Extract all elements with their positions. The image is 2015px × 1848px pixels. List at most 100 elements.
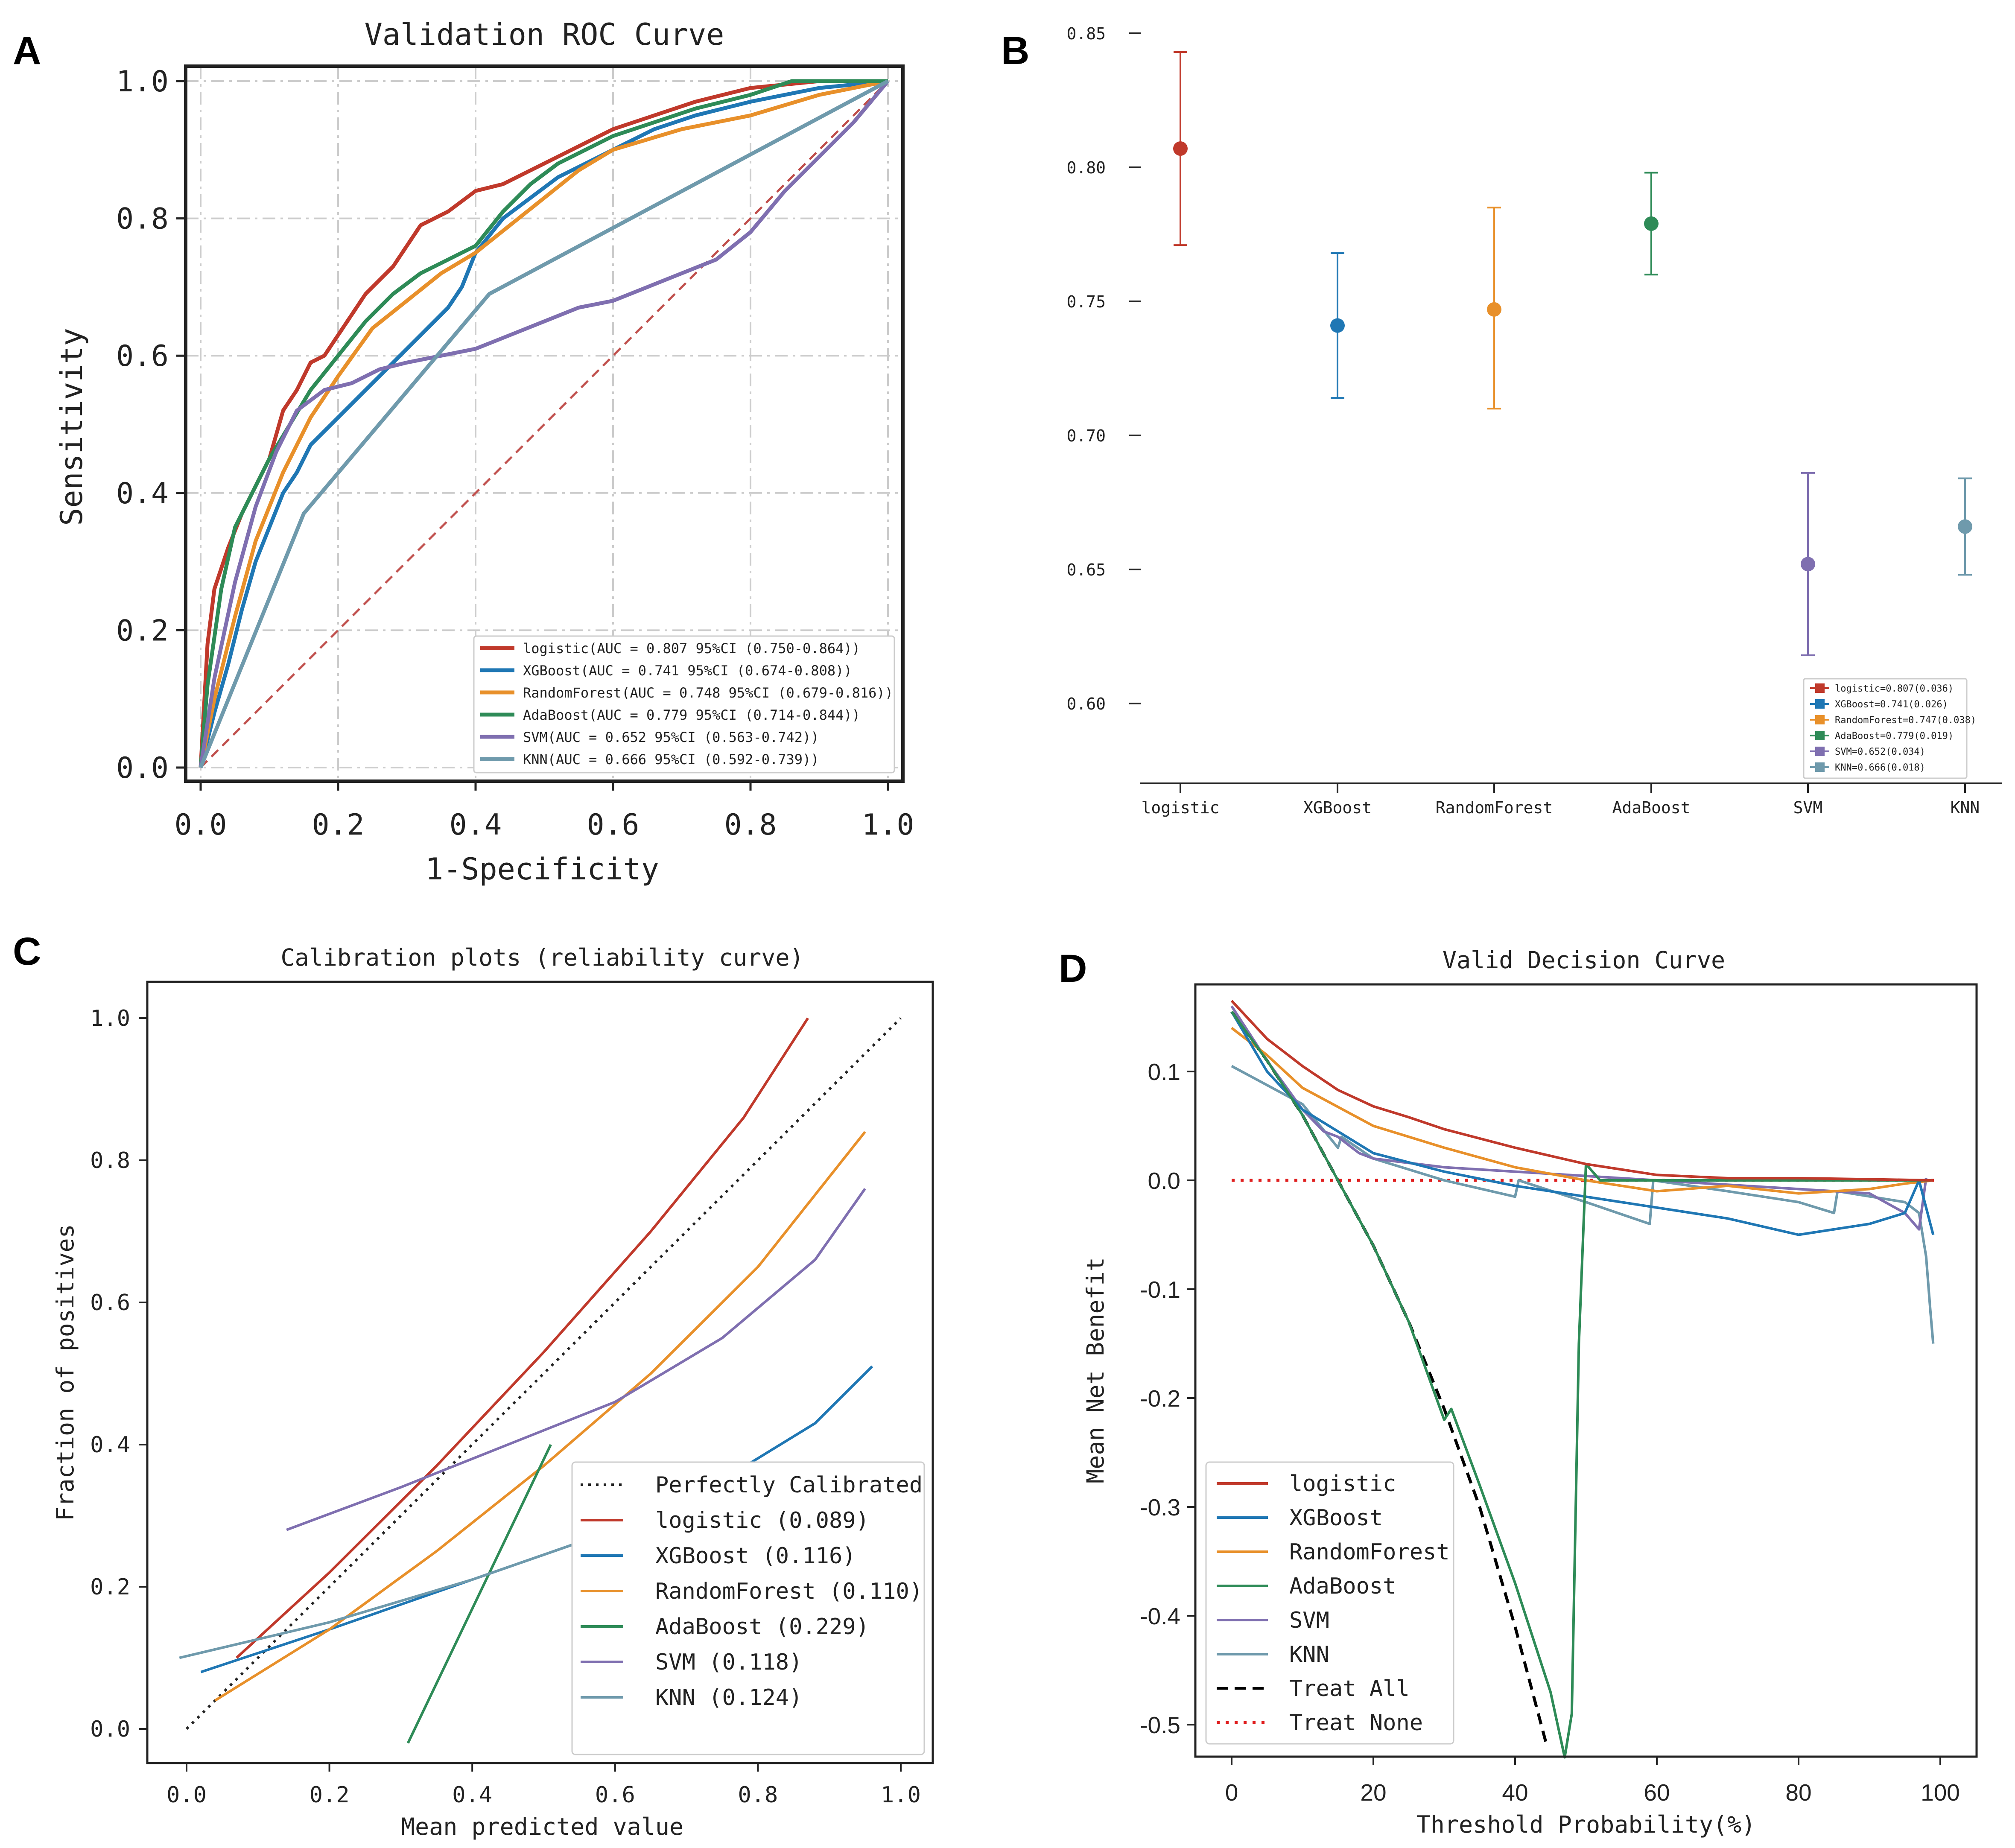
calibration-x-tick-label: 0.0: [166, 1782, 207, 1808]
decision-y-tick-label: -0.2: [1140, 1385, 1180, 1412]
auc-legend-swatch-randomforest: [1815, 715, 1825, 724]
auc-legend: logistic=0.807(0.036) XGBoost=0.741(0.026…: [1803, 678, 1976, 779]
roc-x-tick-label: 0.2: [312, 808, 365, 842]
auc-point-svm: [1801, 557, 1815, 572]
calibration-y-tick-label: 1.0: [90, 1006, 130, 1031]
calibration-chart: Calibration plots (reliability curve) 0.…: [52, 944, 934, 1840]
decision-title: Valid Decision Curve: [1443, 946, 1725, 974]
roc-legend-label-svm: SVM(AUC = 0.652 95%CI (0.563-0.742)): [523, 729, 819, 745]
decision-line-knn: [1231, 1065, 1935, 1344]
calibration-x-axis-label: Mean predicted value: [401, 1813, 683, 1840]
calibration-y-axis-label: Fraction of positives: [52, 1224, 79, 1521]
auc-legend-box: [1803, 678, 1968, 779]
roc-legend-label-randomforest: RandomForest(AUC = 0.748 95%CI (0.679-0.…: [523, 685, 893, 701]
calibration-plot-frame: [146, 981, 934, 1764]
calibration-legend-label-randomforest: RandomForest (0.110): [655, 1579, 923, 1604]
auc-x-tick-labels: logistic XGBoost RandomForest AdaBoost SVM KN…: [1141, 783, 1980, 817]
auc-legend-swatch-xgboost: [1815, 699, 1825, 709]
roc-line-randomforest: [199, 79, 888, 768]
decision-y-axis-label: Mean Net Benefit: [1082, 1257, 1109, 1483]
decision-line-svm: [1230, 1005, 1927, 1231]
calibration-x-tick-label: 0.4: [452, 1782, 492, 1808]
roc-title: Validation ROC Curve: [365, 17, 724, 52]
calibration-line-svm: [286, 1188, 866, 1531]
roc-x-ticks: 0.0 0.2 0.4 0.6 0.8 1.0: [175, 781, 914, 842]
decision-y-tick-label: 0.1: [1148, 1059, 1180, 1085]
calibration-x-tick-label: 0.6: [595, 1782, 635, 1808]
decision-x-tick-label: 20: [1360, 1779, 1386, 1806]
decision-legend-label-randomforest: RandomForest: [1289, 1539, 1450, 1565]
panel-label-b: B: [1001, 29, 1029, 73]
calibration-legend-label-xgboost: XGBoost (0.116): [655, 1543, 856, 1569]
decision-x-tick-label: 80: [1785, 1779, 1811, 1806]
decision-line-adaboost: [1230, 1011, 1933, 1759]
auc-y-tick-label: 0.85: [1066, 24, 1106, 43]
decision-x-ticks: 0 20 40 60 80 100: [1225, 1757, 1960, 1806]
decision-y-tick-label: -0.1: [1140, 1276, 1180, 1303]
roc-y-tick-label: 0.6: [116, 339, 169, 373]
roc-y-tick-label: 0.8: [116, 202, 169, 236]
calibration-legend-label-adaboost: AdaBoost (0.229): [655, 1614, 869, 1640]
auc-x-tick-label-logistic: logistic: [1141, 798, 1219, 817]
roc-y-tick-label: 1.0: [116, 65, 169, 99]
auc-points-group: [1173, 51, 1972, 656]
roc-x-tick-label: 0.8: [724, 808, 777, 842]
auc-legend-label-logistic: logistic=0.807(0.036): [1835, 683, 1954, 694]
decision-legend-box: [1205, 1461, 1454, 1745]
calibration-y-tick-label: 0.0: [90, 1717, 130, 1742]
calibration-legend-entries: Perfectly Calibrated logistic (0.089) XGBo…: [581, 1472, 923, 1711]
calibration-line-randomforest: [214, 1131, 866, 1702]
calibration-title: Calibration plots (reliability curve): [280, 944, 803, 971]
roc-legend-box: [473, 635, 895, 774]
calibration-line-logistic: [236, 1017, 809, 1659]
calibration-legend-label-svm: SVM (0.118): [655, 1649, 802, 1675]
auc-errorbar-chart: 0.60 0.65 0.70 0.75 0.80 0.85 logistic XGBoost…: [1066, 24, 2002, 817]
auc-y-tick-label: 0.65: [1066, 561, 1106, 579]
decision-y-tick-label: -0.5: [1140, 1712, 1180, 1738]
decision-legend-label-treat-all: Treat All: [1289, 1676, 1410, 1702]
roc-legend-label-adaboost: AdaBoost(AUC = 0.779 95%CI (0.714-0.844)…: [523, 707, 860, 723]
roc-line-svm: [199, 80, 890, 768]
auc-x-tick-label-randomforest: RandomForest: [1436, 798, 1553, 817]
calibration-legend-label-knn: KNN (0.124): [655, 1685, 802, 1711]
calibration-y-tick-label: 0.2: [90, 1574, 130, 1600]
roc-legend: logistic(AUC = 0.807 95%CI (0.750-0.864)…: [473, 635, 895, 774]
auc-y-ticks: 0.60 0.65 0.70 0.75 0.80 0.85: [1066, 24, 1141, 713]
roc-chart: Validation ROC Curve 0.0 0.2 0.4 0.6 0.8 1.0 …: [54, 17, 914, 887]
auc-y-tick-label: 0.80: [1066, 158, 1106, 177]
auc-x-tick-label-svm: SVM: [1793, 798, 1823, 817]
auc-y-tick-label: 0.60: [1066, 695, 1106, 713]
auc-legend-swatch-knn: [1815, 762, 1825, 772]
decision-y-tick-label: -0.4: [1140, 1603, 1180, 1629]
auc-legend-label-knn: KNN=0.666(0.018): [1835, 762, 1925, 773]
roc-y-axis-label: Sensitivity: [54, 328, 89, 526]
auc-point-knn: [1958, 519, 1972, 534]
auc-legend-label-adaboost: AdaBoost=0.779(0.019): [1835, 731, 1954, 742]
decision-line-logistic: [1230, 1000, 1933, 1182]
calibration-y-ticks: 0.0 0.2 0.4 0.6 0.8 1.0: [90, 1006, 147, 1742]
decision-legend-label-xgboost: XGBoost: [1289, 1505, 1383, 1531]
decision-legend-label-treat-none: Treat None: [1289, 1710, 1423, 1736]
auc-legend-label-xgboost: XGBoost=0.741(0.026): [1835, 699, 1948, 710]
decision-legend-entries: logistic XGBoost RandomForest AdaBoost SVM KN…: [1217, 1471, 1450, 1736]
auc-point-adaboost: [1644, 216, 1659, 231]
calibration-line-adaboost: [406, 1444, 552, 1744]
roc-legend-entries: logistic(AUC = 0.807 95%CI (0.750-0.864)…: [480, 640, 893, 768]
decision-x-tick-label: 0: [1225, 1779, 1238, 1806]
roc-reference-line: [200, 80, 889, 768]
auc-x-tick-label-knn: KNN: [1951, 798, 1980, 817]
decision-legend-label-logistic: logistic: [1289, 1471, 1396, 1497]
calibration-legend-box: [571, 1461, 925, 1755]
roc-x-tick-label: 1.0: [862, 808, 914, 842]
roc-line-knn: [199, 79, 889, 768]
decision-y-tick-label: -0.3: [1140, 1494, 1180, 1521]
decision-plot-frame: [1194, 983, 1978, 1758]
decision-legend-label-svm: SVM: [1289, 1608, 1329, 1633]
auc-legend-label-svm: SVM=0.652(0.034): [1835, 747, 1925, 757]
calibration-legend-label-perfectly-calibrated: Perfectly Calibrated: [655, 1472, 923, 1498]
auc-x-tick-label-adaboost: AdaBoost: [1612, 798, 1690, 817]
roc-series-group: [199, 79, 890, 768]
auc-legend-label-randomforest: RandomForest=0.747(0.038): [1835, 715, 1976, 726]
calibration-x-tick-label: 1.0: [881, 1782, 921, 1808]
